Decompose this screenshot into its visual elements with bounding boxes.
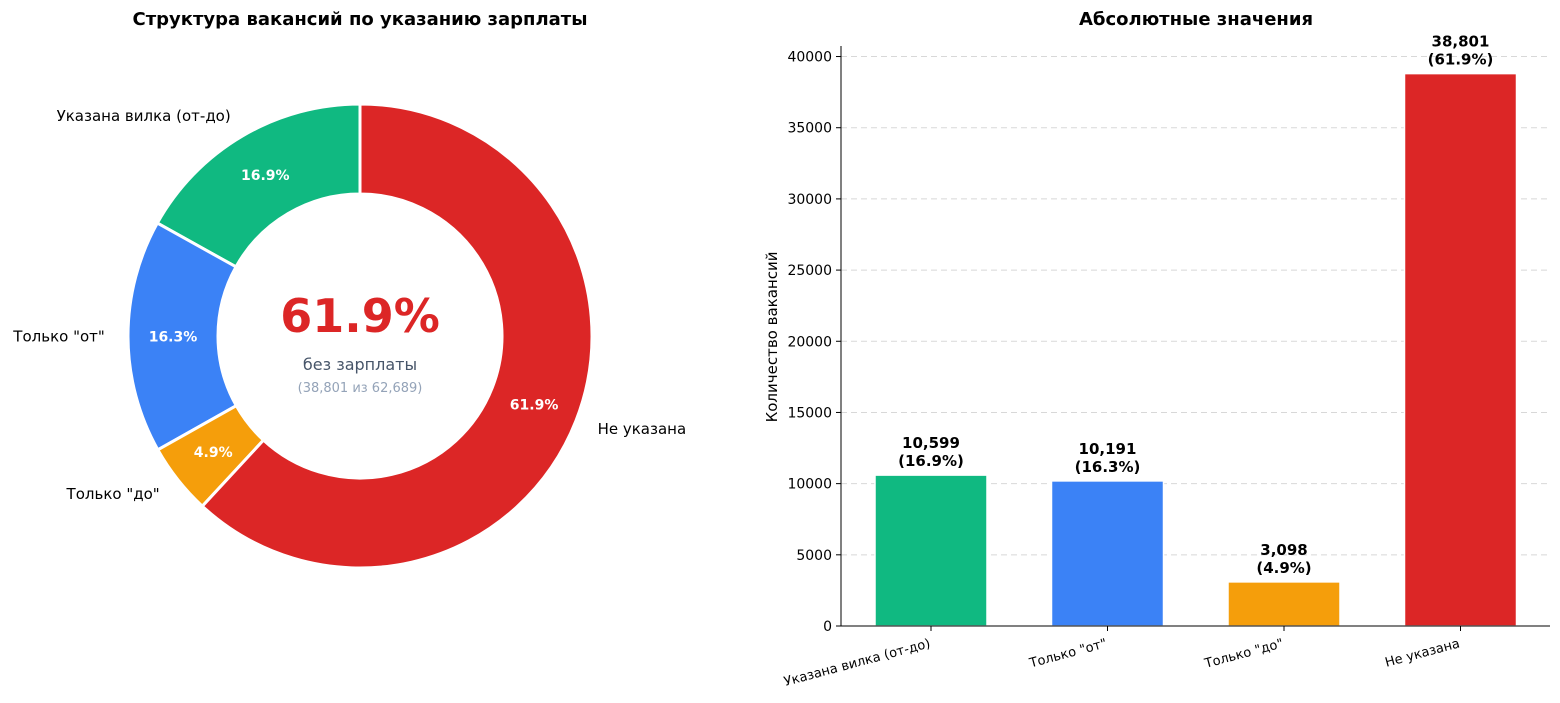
y-tick-label: 35000 xyxy=(787,121,832,137)
bar-value-label: 38,801 xyxy=(1432,33,1490,51)
bar-percent-label: (16.3%) xyxy=(1075,458,1141,476)
bar xyxy=(1050,480,1165,627)
y-tick-label: 5000 xyxy=(796,548,832,564)
donut-center-detail: (38,801 из 62,689) xyxy=(298,381,423,396)
donut-percent-label: 16.9% xyxy=(241,168,290,184)
donut-title: Структура вакансий по указанию зарплаты xyxy=(133,9,588,30)
donut-percent-label: 4.9% xyxy=(194,445,233,461)
donut-percent-label: 16.3% xyxy=(149,329,198,345)
donut-category-label: Не указана xyxy=(598,420,687,438)
y-tick-label: 25000 xyxy=(787,263,832,279)
bar-chart: Абсолютные значения 0 5000 10000 15000 20000… xyxy=(763,9,1550,690)
y-tick-label: 30000 xyxy=(787,192,832,208)
y-tick-label: 15000 xyxy=(787,405,832,421)
bar-value-label: 3,098 xyxy=(1260,541,1307,559)
donut-category-label: Только "от" xyxy=(12,328,105,346)
x-tick-label: Только "до" xyxy=(1202,636,1285,672)
x-tick-label: Указана вилка (от-до) xyxy=(782,636,932,690)
bar-percent-label: (4.9%) xyxy=(1256,559,1311,577)
x-tick-label: Не указана xyxy=(1384,636,1462,670)
donut-chart: Структура вакансий по указанию зарплаты … xyxy=(12,9,687,570)
y-tick-label: 10000 xyxy=(787,477,832,493)
bar-percent-label: (16.9%) xyxy=(898,452,964,470)
donut-slice xyxy=(200,102,594,570)
bar xyxy=(874,474,988,627)
donut-center-caption: без зарплаты xyxy=(303,355,417,374)
donut-category-label: Указана вилка (от-до) xyxy=(57,107,231,125)
donut-center-value: 61.9% xyxy=(280,289,440,343)
bar-percent-label: (61.9%) xyxy=(1428,51,1494,69)
bar-value-label: 10,599 xyxy=(902,434,960,452)
donut-category-label: Только "до" xyxy=(66,485,160,503)
x-tick-label: Только "от" xyxy=(1027,636,1108,671)
y-axis-label: Количество вакансий xyxy=(763,252,781,423)
bar xyxy=(1227,581,1341,627)
y-tick-label: 20000 xyxy=(787,334,832,350)
bar xyxy=(1403,72,1518,627)
y-tick-label: 40000 xyxy=(787,50,832,66)
y-tick-label: 0 xyxy=(823,619,832,635)
bar-value-label: 10,191 xyxy=(1079,440,1137,458)
donut-percent-label: 61.9% xyxy=(510,397,559,413)
bar-title: Абсолютные значения xyxy=(1079,9,1313,30)
